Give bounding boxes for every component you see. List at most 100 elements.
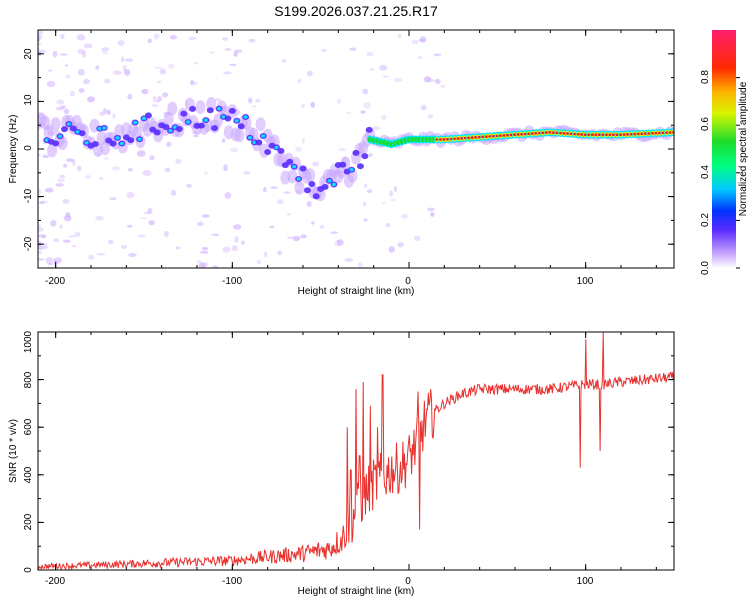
heatmap-peak: [133, 120, 138, 125]
heatmap-speckle: [38, 227, 44, 232]
heatmap-core: [264, 148, 272, 155]
heatmap-speckle: [127, 93, 133, 100]
heatmap-speckle: [38, 201, 45, 204]
spectrogram-ticks: [38, 29, 674, 269]
heatmap-speckle: [77, 165, 82, 172]
heatmap-speckle: [72, 159, 76, 166]
heatmap-speckle: [63, 215, 72, 222]
heatmap-core: [321, 184, 329, 191]
heatmap-speckle: [330, 231, 339, 234]
snr-ticks: [38, 331, 674, 571]
heatmap-speckle: [306, 200, 312, 208]
heatmap-speckle: [166, 141, 172, 147]
colorbar: 0.0 0.2 0.4 0.6 0.8 Normalized spectral …: [700, 30, 749, 275]
heatmap-speckle: [295, 146, 302, 152]
heatmap-core: [356, 163, 364, 170]
heatmap-speckle: [106, 109, 111, 116]
heatmap-speckle: [233, 51, 238, 57]
heatmap-speckle: [357, 262, 363, 268]
heatmap-speckle: [109, 197, 117, 201]
heatmap-speckle: [95, 65, 100, 70]
heatmap-peak: [261, 134, 266, 138]
heatmap-speckle: [229, 63, 237, 66]
heatmap-speckle: [301, 137, 305, 145]
snr-series-line: [38, 332, 674, 570]
heatmap-core: [78, 130, 86, 137]
x-tick-label-top-3: 100: [577, 276, 594, 287]
heatmap-core: [339, 161, 347, 168]
heatmap-speckle: [136, 150, 146, 157]
heatmap-peak: [172, 125, 177, 129]
heatmap-speckle: [59, 224, 63, 229]
heatmap-speckle: [76, 34, 86, 41]
heatmap-core: [308, 180, 316, 187]
heatmap-core: [180, 110, 188, 117]
heatmap-speckle: [413, 235, 421, 242]
heatmap-peak: [349, 168, 354, 172]
heatmap-peak: [243, 115, 248, 119]
heatmap-halo: [167, 101, 178, 116]
heatmap-peak: [137, 137, 142, 141]
heatmap-speckle: [198, 262, 206, 268]
heatmap-halo: [305, 168, 316, 183]
heatmap-peak: [331, 182, 336, 187]
heatmap-speckle: [292, 235, 301, 242]
heatmap-speckle: [389, 190, 393, 197]
x-tick-label-bot-2: 0: [405, 576, 411, 587]
heatmap-speckle: [42, 155, 50, 158]
heatmap-speckle: [231, 245, 238, 252]
heatmap-halo: [234, 128, 245, 143]
heatmap-speckle: [360, 110, 366, 114]
heatmap-speckle: [427, 78, 435, 83]
colorbar-tick-0: 0.0: [700, 261, 711, 275]
heatmap-peak: [203, 118, 208, 122]
heatmap-speckle: [147, 38, 152, 44]
heatmap-speckle: [349, 47, 357, 51]
heatmap-speckle: [62, 198, 70, 204]
heatmap-speckle: [112, 70, 122, 75]
heatmap-speckle: [38, 188, 42, 195]
heatmap-core: [175, 126, 183, 133]
heatmap-speckle: [77, 48, 86, 55]
heatmap-speckle: [60, 105, 66, 109]
y-tick-label-top-10: 10: [23, 94, 34, 106]
heatmap-speckle: [423, 76, 432, 83]
heatmap-speckle: [38, 257, 45, 261]
heatmap-halo: [287, 169, 298, 184]
heatmap-speckle: [99, 111, 106, 116]
y-tick-label-bot-400: 400: [23, 466, 34, 483]
heatmap-speckle: [269, 225, 275, 229]
heatmap-speckle: [77, 68, 85, 76]
heatmap-speckle: [201, 214, 210, 218]
heatmap-peak: [168, 129, 173, 133]
heatmap-speckle: [223, 71, 232, 75]
heatmap-speckle: [420, 104, 427, 111]
heatmap-speckle: [286, 213, 291, 216]
heatmap-speckle: [310, 101, 316, 108]
heatmap-speckle: [60, 33, 65, 40]
heatmap-speckle: [427, 114, 434, 119]
heatmap-speckle: [38, 139, 41, 142]
x-axis-label-bot: Height of straight line (km): [298, 586, 415, 597]
heatmap-speckle: [39, 200, 49, 204]
heatmap-speckle: [50, 219, 57, 227]
heatmap-speckle: [301, 103, 305, 108]
heatmap-peak: [84, 141, 89, 145]
heatmap-speckle: [186, 183, 192, 188]
heatmap-speckle: [85, 174, 91, 180]
heatmap-speckle: [264, 251, 268, 258]
heatmap-speckle: [125, 58, 134, 62]
heatmap-speckle: [213, 98, 222, 102]
heatmap-speckle: [221, 138, 226, 143]
x-tick-label-top-0: -200: [45, 276, 65, 287]
heatmap-core: [52, 140, 60, 147]
heatmap-core: [224, 115, 232, 122]
heatmap-peak: [221, 115, 226, 119]
heatmap-speckle: [142, 170, 152, 177]
heatmap-speckle: [126, 224, 133, 228]
heatmap-speckle: [46, 80, 56, 88]
heatmap-speckle: [156, 80, 162, 84]
heatmap-halo: [294, 180, 305, 195]
heatmap-speckle: [95, 215, 104, 221]
heatmap-core: [91, 140, 99, 147]
